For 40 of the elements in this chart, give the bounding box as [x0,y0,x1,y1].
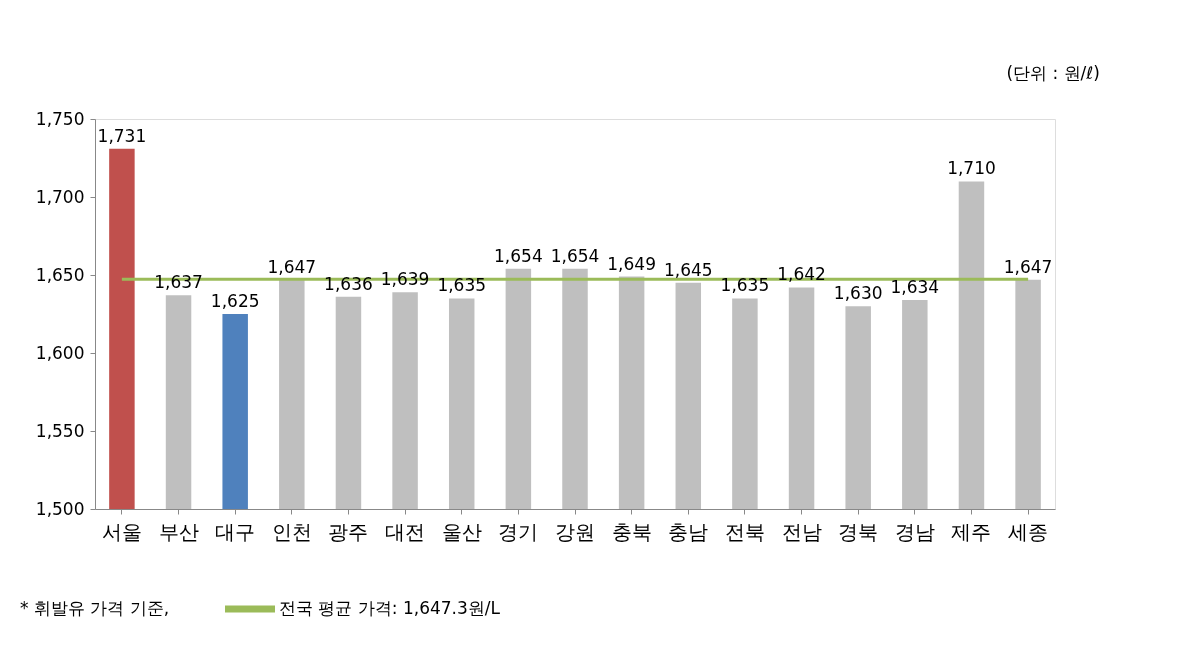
x-tick-label: 세종 [1008,519,1049,544]
data-label: 1,647 [1003,256,1053,277]
x-tick-label: 전남 [781,519,822,544]
x-tick-label: 제주 [951,519,992,544]
x-tick-label: 울산 [441,519,482,544]
x-tick-label: 서울 [101,519,142,544]
data-label: 1,636 [324,273,373,294]
data-label: 1,710 [947,158,996,179]
data-label: 1,654 [494,245,543,266]
y-tick-label: 1,700 [35,186,85,207]
x-tick-label: 충남 [668,519,709,544]
x-tick-label: 강원 [555,519,595,544]
x-tick-label: 대전 [385,519,426,544]
data-label: 1,635 [437,275,487,296]
data-label: 1,635 [720,275,770,296]
x-tick-label: 경기 [498,519,539,544]
x-tick-label: 충북 [611,519,652,544]
x-tick-label: 광주 [328,519,369,544]
x-tick-label: 경남 [894,519,935,544]
x-tick-label: 대구 [215,519,256,544]
y-tick-label: 1,550 [35,420,85,441]
data-label: 1,647 [267,256,317,277]
x-tick-label: 경북 [838,519,879,544]
text: * 휘발유 가격 기준, [20,598,170,618]
data-label: 1,654 [550,245,600,266]
x-tick-label: 전북 [724,519,765,544]
data-label: 1,649 [607,253,656,274]
y-tick-label: 1,600 [35,342,85,363]
data-label: 1,625 [210,291,260,311]
y-tick-label: 1,500 [35,498,85,519]
text: (단위 : 원/ℓ) [1006,63,1100,83]
x-tick-label: 부산 [158,519,199,544]
x-tick-label: 인천 [271,519,312,544]
legend-label: 전국 평균 가격: 1,647.3원/L [279,598,501,618]
data-label: 1,630 [833,283,883,304]
y-tick-label: 1,750 [35,108,85,129]
y-tick-label: 1,650 [35,264,85,285]
data-label: 1,645 [663,259,713,280]
data-label: 1,731 [97,125,147,146]
data-label: 1,634 [890,276,940,297]
